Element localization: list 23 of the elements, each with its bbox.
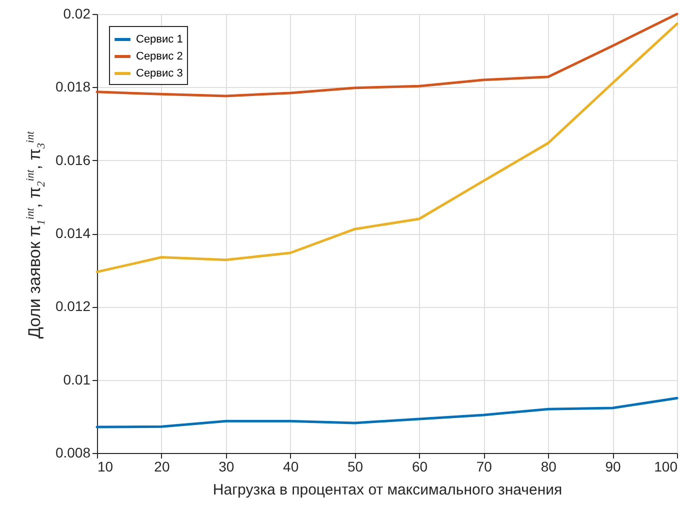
x-tick-label: 30 (218, 458, 234, 474)
x-tick-label: 80 (540, 458, 557, 474)
y-tick-label: 0.014 (55, 225, 91, 241)
x-tick-label: 90 (605, 458, 622, 474)
x-tick-label: 20 (154, 458, 170, 474)
x-tick-label: 50 (347, 458, 364, 474)
legend-label: Сервис 2 (136, 50, 183, 62)
y-tick-label: 0.008 (55, 444, 91, 460)
x-tick-label: 40 (283, 458, 299, 474)
y-tick-label: 0.01 (63, 371, 91, 388)
y-tick-label: 0.012 (55, 298, 91, 314)
y-tick-label: 0.02 (63, 6, 91, 22)
legend-label: Сервис 1 (136, 34, 183, 46)
x-axis-title: Нагрузка в процентах от максимального значения (212, 482, 562, 498)
x-tick-label: 100 (654, 458, 678, 474)
line-series (96, 22, 678, 274)
y-tick-label: 0.018 (55, 78, 91, 95)
line-series (96, 396, 678, 428)
x-tick-label: 60 (412, 458, 428, 474)
x-tick-label: 10 (98, 458, 114, 474)
x-tick-label: 70 (476, 458, 492, 474)
legend-label: Сервис 3 (136, 68, 183, 80)
y-tick-label: 0.016 (55, 152, 91, 168)
